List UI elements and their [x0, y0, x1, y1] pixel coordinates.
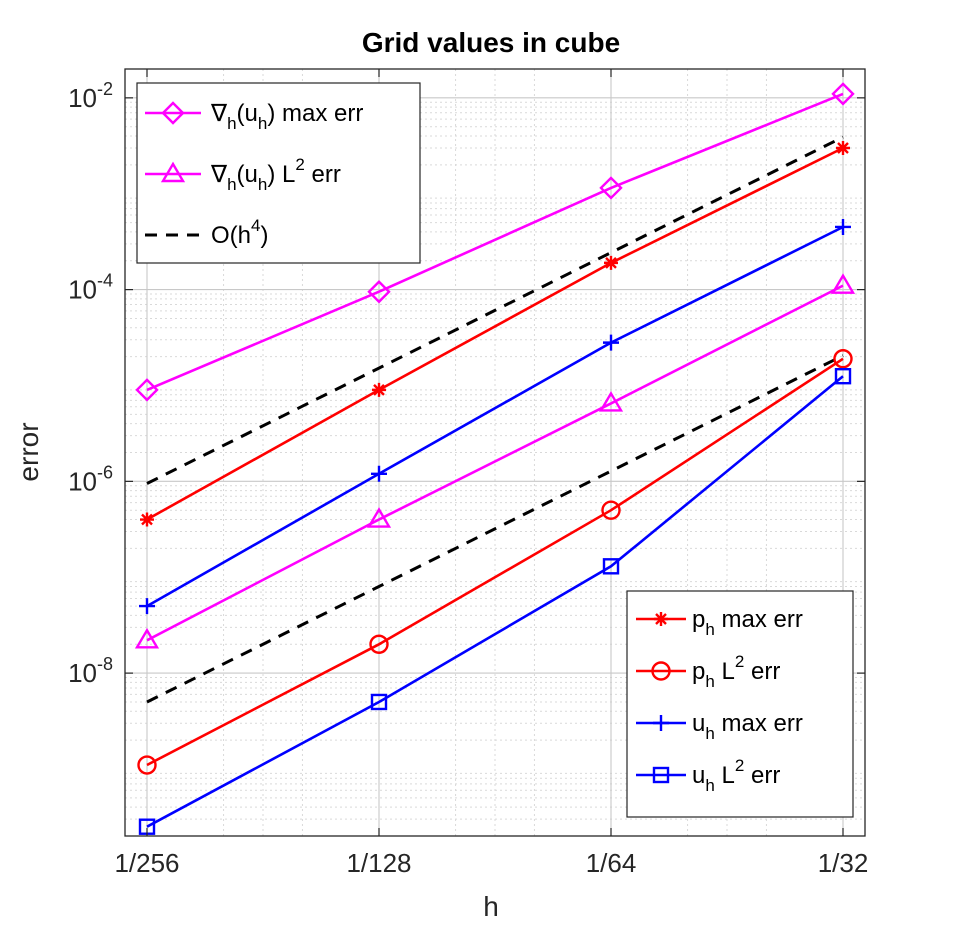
- series-u_l2: [138, 367, 852, 835]
- legend-entry: O(h4): [145, 216, 268, 249]
- data-point-p_max: [604, 255, 618, 270]
- legend-marker: [653, 715, 669, 731]
- y-tick-label: 10-8: [68, 654, 113, 688]
- data-point-p_l2: [833, 349, 853, 369]
- x-axis-label: h: [483, 891, 499, 922]
- data-point-u_l2: [602, 558, 620, 575]
- legend-marker: [161, 101, 185, 125]
- series-line-p_l2: [146, 357, 844, 767]
- series-p_max: [140, 140, 850, 527]
- legend-top: ∇h(uh) max err ∇h(uh) L2 err O(h4): [136, 82, 421, 264]
- y-axis-label: error: [13, 422, 44, 481]
- legend-label: ph L2 err: [692, 652, 780, 691]
- data-point-grad_max: [135, 378, 159, 402]
- series-u_max: [139, 218, 851, 615]
- data-point-u_max: [139, 598, 155, 615]
- legend-entry: ph max err: [636, 606, 803, 639]
- data-point-p_max: [372, 382, 386, 397]
- legend-marker: [652, 766, 670, 784]
- series-line-u_l2: [146, 375, 844, 828]
- series-line-o_h4: [146, 135, 844, 485]
- data-point-u_max: [835, 218, 851, 235]
- chart-title: Grid values in cube: [362, 27, 620, 58]
- series-line-grad_max: [146, 92, 844, 392]
- series-p_l2: [137, 349, 853, 775]
- series-line-p_max: [146, 146, 844, 521]
- data-point-p_l2: [369, 634, 389, 654]
- series-line-grad_l2: [146, 284, 844, 642]
- series-o_h4: [146, 135, 844, 485]
- series-grad_max: [135, 82, 855, 402]
- data-point-grad_max: [599, 176, 623, 200]
- data-point-p_l2: [601, 500, 621, 520]
- y-tick-label: 10-2: [68, 79, 113, 113]
- data-point-p_l2: [137, 755, 157, 775]
- data-point-grad_l2: [830, 273, 856, 294]
- legend-box: [626, 590, 854, 818]
- legend-label: ∇h(uh) max err: [210, 100, 363, 133]
- series-o_h4_low: [146, 354, 844, 704]
- legend-entry: ∇h(uh) max err: [145, 100, 363, 133]
- legend-marker: [654, 612, 668, 626]
- data-point-u_max: [371, 465, 387, 482]
- legend-entry: uh L2 err: [636, 756, 780, 795]
- legend-entry: ph L2 err: [636, 652, 780, 691]
- legend-label: ph max err: [692, 606, 803, 639]
- legend-marker: [160, 161, 186, 183]
- data-point-p_max: [836, 140, 850, 155]
- data-point-p_max: [140, 512, 154, 527]
- data-point-u_l2: [370, 693, 388, 711]
- legend-bottom: ph max err ph L2 err uh max err uh L2 err: [626, 590, 854, 818]
- legend-label: ∇h(uh) L2 err: [210, 155, 341, 194]
- data-point-grad_max: [831, 82, 855, 106]
- data-point-grad_l2: [134, 627, 160, 649]
- x-tick-label: 1/32: [818, 848, 869, 878]
- legend-entry: uh max err: [636, 710, 803, 743]
- legend-label: O(h4): [211, 216, 268, 249]
- data-point-u_l2: [834, 367, 852, 385]
- data-point-grad_l2: [598, 391, 624, 412]
- series-line-o_h4_low: [146, 354, 844, 704]
- x-tick-label: 1/64: [586, 848, 637, 878]
- legend-label: uh L2 err: [692, 756, 780, 795]
- x-tick-label: 1/256: [114, 848, 179, 878]
- series-line-u_max: [146, 225, 844, 608]
- x-tick-label: 1/128: [346, 848, 411, 878]
- series-grad_l2: [134, 273, 856, 649]
- data-point-grad_l2: [366, 507, 392, 528]
- data-point-u_max: [603, 334, 619, 351]
- y-tick-label: 10-4: [68, 271, 113, 305]
- axes-box: [124, 68, 866, 837]
- y-tick-label: 10-6: [68, 462, 113, 496]
- data-point-grad_max: [367, 280, 391, 304]
- legend-marker: [651, 661, 671, 681]
- legend-label: uh max err: [692, 710, 803, 743]
- legend-entry: ∇h(uh) L2 err: [145, 155, 341, 194]
